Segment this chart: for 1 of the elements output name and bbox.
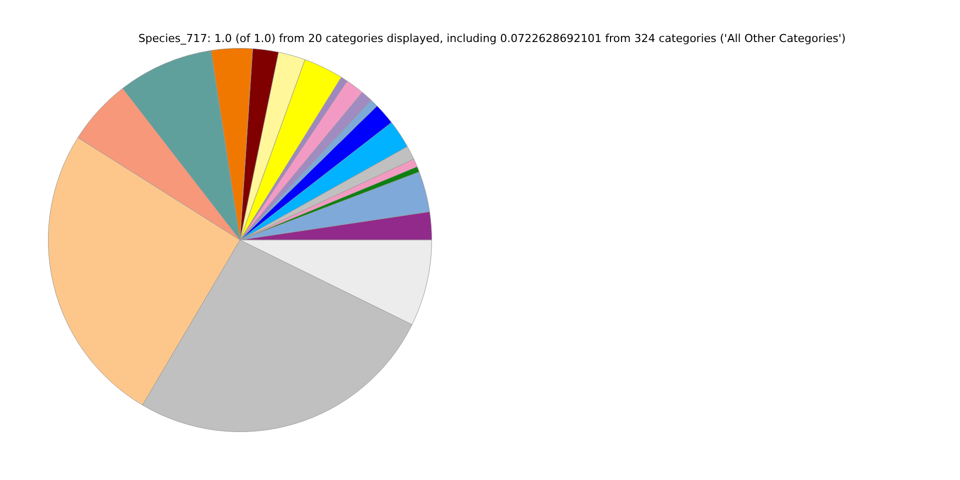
text: Species_717: 1.0 (of 1.0) from 20 categories displayed, including 0.0722628692101 from 324 categories ('All Other Categories') <box>137 32 847 45</box>
